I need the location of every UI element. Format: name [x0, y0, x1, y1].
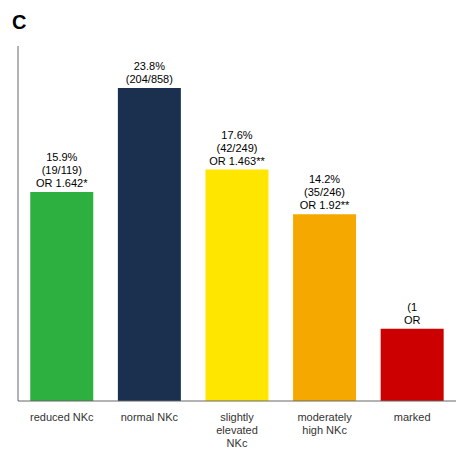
svg-text:15.9%(19/119)OR 1.642*: 15.9%(19/119)OR 1.642*	[36, 151, 88, 189]
svg-text:17.6%(42/249)OR 1.463**: 17.6%(42/249)OR 1.463**	[209, 129, 265, 167]
svg-text:reduced NKc: reduced NKc	[30, 411, 94, 423]
svg-text:moderatelyhigh NKc: moderatelyhigh NKc	[297, 411, 352, 436]
svg-text:23.8%(204/858): 23.8%(204/858)	[126, 60, 173, 85]
svg-text:slightlyelevatedNKc: slightlyelevatedNKc	[216, 411, 258, 449]
svg-text:normal NKc: normal NKc	[121, 411, 179, 423]
html-text:C: C	[12, 11, 27, 33]
svg-text:(1OR: (1OR	[404, 301, 421, 326]
svg-text:marked: marked	[394, 411, 431, 423]
svg-text:14.2%(35/246)OR 1.92**: 14.2%(35/246)OR 1.92**	[300, 173, 350, 211]
